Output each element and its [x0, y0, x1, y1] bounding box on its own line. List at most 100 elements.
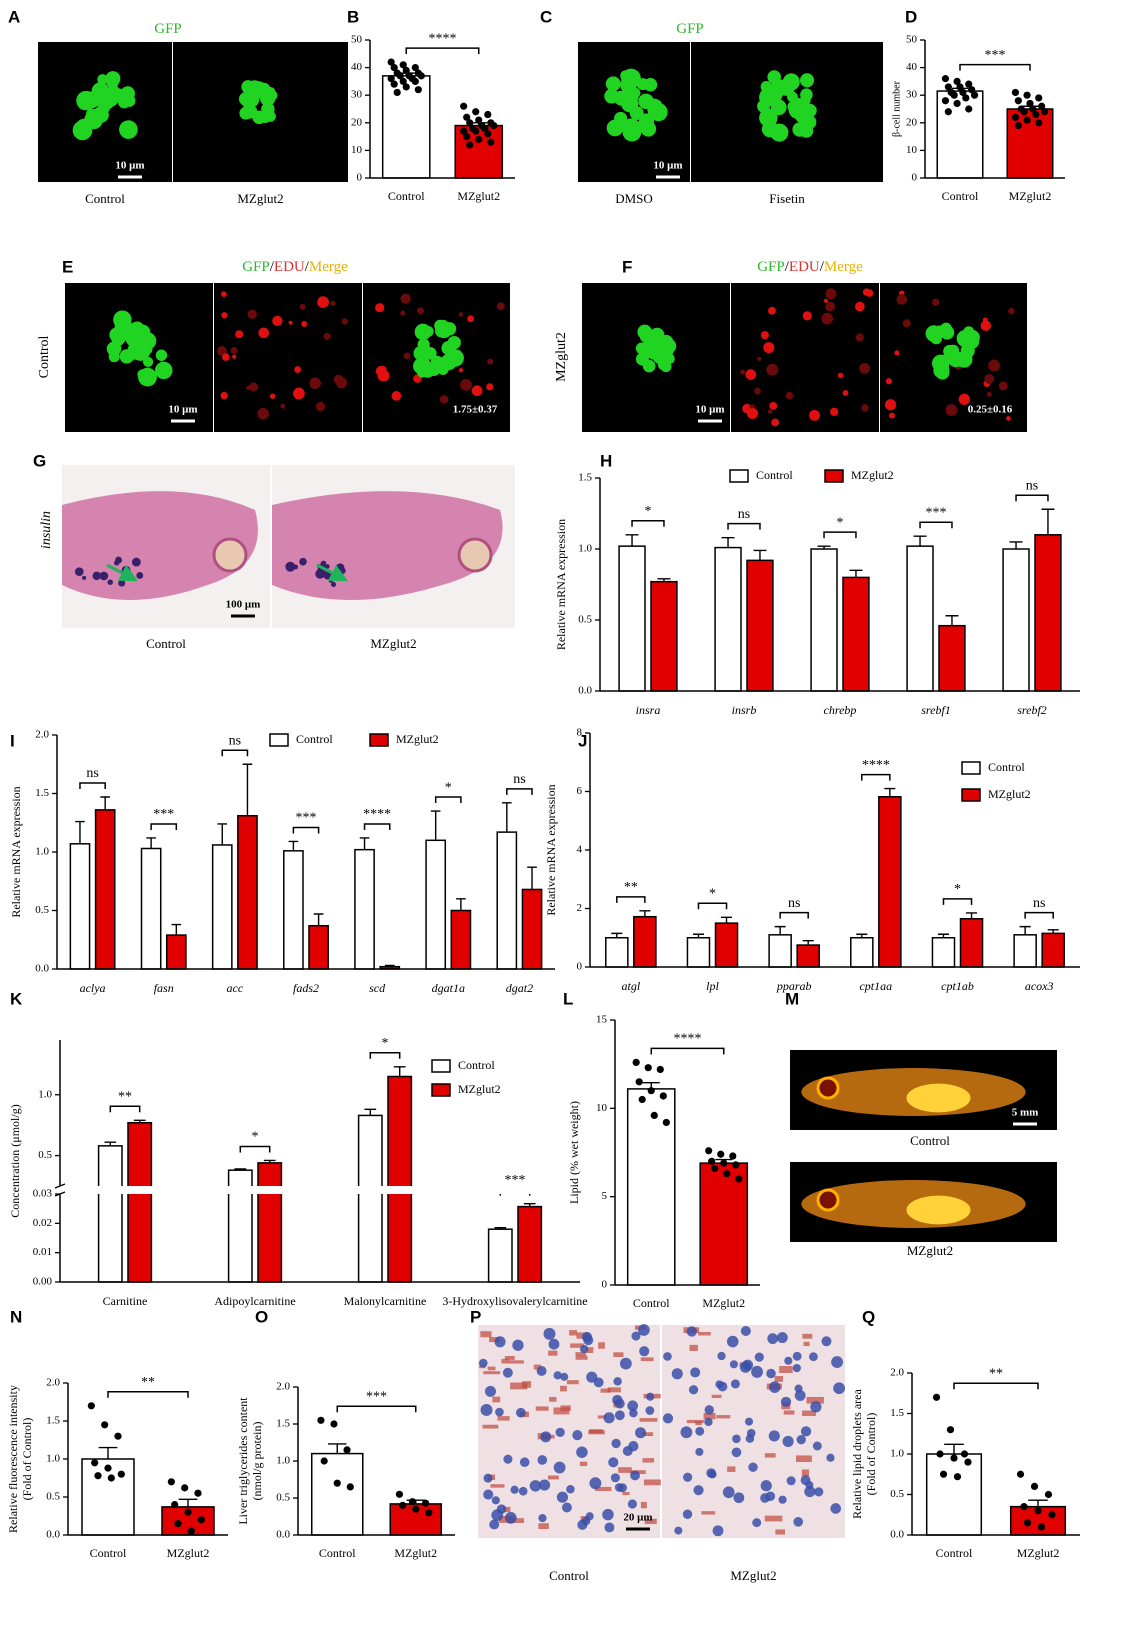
image-label: MZglut2	[370, 636, 416, 651]
error-bar	[146, 837, 156, 849]
data-point	[417, 72, 425, 80]
nucleus	[695, 1426, 705, 1436]
data-point	[944, 83, 952, 91]
edu-dot	[763, 342, 775, 354]
data-point	[414, 86, 422, 94]
x-tick-label: Control	[319, 1546, 356, 1560]
cell	[436, 322, 453, 339]
y-tick-label: 50	[906, 34, 918, 46]
bar	[387, 1075, 413, 1283]
significance-bracket	[107, 1391, 189, 1398]
bar	[1041, 932, 1065, 968]
y-axis-label: β-cell number	[891, 80, 902, 137]
nucleus	[540, 1431, 552, 1443]
nucleus	[553, 1461, 566, 1474]
bar	[283, 850, 304, 970]
lipid-stain	[589, 1429, 603, 1434]
lipid-stain	[560, 1405, 571, 1411]
data-point	[387, 75, 395, 83]
significance-label: ns	[229, 733, 241, 748]
y-tick-label: 2.0	[35, 729, 49, 741]
legend-label: Control	[458, 1058, 495, 1072]
nucleus	[730, 1379, 740, 1389]
cell	[932, 354, 950, 373]
legend-label: MZglut2	[458, 1082, 501, 1096]
x-tick-label: Control	[388, 189, 425, 203]
legend-label: Control	[756, 468, 793, 482]
significance-bracket	[919, 521, 953, 529]
nucleus	[646, 1392, 655, 1401]
fish-organ	[906, 1195, 971, 1225]
data-point	[1026, 99, 1034, 108]
edu-dot	[902, 319, 911, 328]
lipid-stain	[570, 1343, 584, 1348]
lipid-stain	[775, 1529, 786, 1535]
cell	[787, 91, 798, 103]
stain	[299, 557, 307, 566]
data-point	[320, 1457, 328, 1465]
error-bar	[1009, 541, 1023, 549]
fish-organ	[906, 1083, 971, 1113]
micrograph	[731, 283, 879, 432]
y-tick-label: 0	[577, 961, 583, 973]
title-part: /	[305, 259, 310, 275]
bar	[938, 624, 966, 692]
cell	[128, 325, 147, 344]
lipid-stain	[502, 1506, 511, 1513]
scale-bar-label: 10 μm	[653, 160, 682, 172]
data-point	[1020, 1503, 1028, 1511]
significance-label: ***	[926, 505, 947, 520]
y-tick-label: 30	[351, 89, 363, 101]
edu-dot	[1006, 416, 1011, 421]
edu-dot	[230, 346, 238, 355]
data-point	[956, 83, 964, 91]
x-tick-label: chrebp	[824, 703, 857, 717]
nucleus	[639, 1346, 650, 1357]
lipid-stain	[560, 1385, 567, 1392]
edu-dot	[859, 362, 871, 374]
lipid-stain	[497, 1416, 510, 1421]
error-bar	[242, 763, 253, 816]
data-point	[484, 130, 492, 138]
nucleus	[483, 1473, 493, 1483]
y-axis-label: Relative lipid droplets area	[850, 1389, 864, 1519]
significance-label: ns	[788, 896, 800, 911]
edu-dot	[309, 377, 321, 390]
nucleus	[731, 1447, 742, 1458]
cell	[81, 91, 98, 107]
edu-dot	[842, 390, 849, 397]
edu-dot	[980, 320, 992, 331]
edu-dot	[894, 350, 900, 356]
data-point	[487, 138, 495, 146]
significance-label: ns	[86, 766, 98, 781]
nucleus	[769, 1381, 781, 1393]
cell	[803, 103, 817, 118]
lipid-stain	[600, 1388, 611, 1393]
side-label: Control	[37, 336, 52, 379]
bar	[686, 937, 711, 968]
cell	[137, 369, 148, 380]
lipid-stain	[490, 1484, 505, 1488]
significance-bracket	[405, 47, 480, 55]
eye	[457, 537, 493, 573]
lipid-stain	[482, 1424, 499, 1429]
bar	[699, 1162, 749, 1286]
data-point	[343, 1446, 351, 1454]
cell	[792, 122, 807, 137]
scale-bar-label: 100 μm	[226, 599, 261, 611]
error-bar	[849, 569, 863, 578]
x-tick-label: dgat2	[506, 981, 533, 995]
lipid-stain	[711, 1394, 722, 1398]
nucleus	[792, 1351, 802, 1361]
nucleus	[612, 1394, 623, 1406]
lipid-stain	[779, 1366, 793, 1373]
x-tick-label: 3-Hydroxylisovalerylcarnitine	[442, 1294, 587, 1308]
y-tick-label: 8	[577, 727, 583, 739]
nucleus	[581, 1516, 591, 1526]
data-point	[941, 75, 950, 83]
data-point	[399, 1501, 407, 1509]
significance-bracket	[109, 1105, 141, 1113]
cell	[261, 103, 273, 115]
significance-label: *	[837, 515, 844, 530]
nucleus	[780, 1396, 792, 1407]
